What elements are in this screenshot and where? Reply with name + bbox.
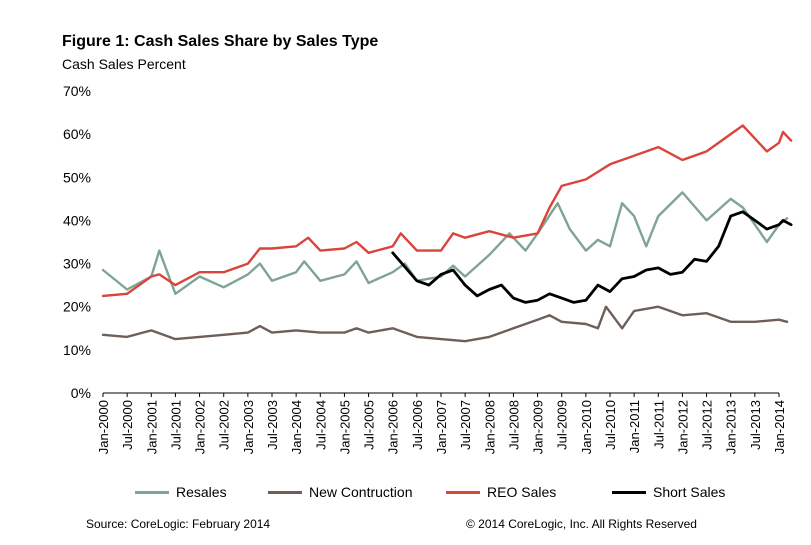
y-tick-label: 10% [63, 342, 91, 358]
legend-swatch-short-sales [612, 490, 646, 494]
x-tick-label: Jan-2012 [675, 400, 690, 454]
legend-item-new-construction: New Contruction [268, 484, 413, 500]
x-tick-label: Jul-2001 [168, 400, 183, 450]
series-line-new-contruction [101, 305, 789, 343]
x-tick-label: Jan-2003 [241, 400, 256, 454]
chart-subtitle: Cash Sales Percent [62, 56, 186, 72]
y-tick-label: 50% [63, 169, 91, 185]
legend-swatch-new-construction [268, 490, 302, 494]
y-tick-label: 30% [63, 256, 91, 272]
x-tick-label: Jan-2011 [627, 400, 642, 453]
y-tick-label: 40% [63, 212, 91, 228]
x-tick-label: Jan-2005 [337, 400, 352, 454]
x-tick-label: Jul-2003 [265, 400, 280, 450]
x-tick-label: Jan-2014 [772, 400, 787, 454]
legend-swatch-reo-sales [446, 490, 480, 494]
legend-label-short-sales: Short Sales [653, 484, 726, 500]
source-note: Source: CoreLogic: February 2014 [86, 517, 271, 531]
series-line-reo-sales [101, 124, 793, 298]
chart-title: Figure 1: Cash Sales Share by Sales Type [62, 33, 379, 50]
x-axis: Jan-2000 Jul-2000 Jan-2001 Jul-2001 Jan-2002… [96, 393, 787, 454]
x-tick-label: Jul-2002 [217, 400, 232, 450]
x-tick-label: Jan-2013 [724, 400, 739, 454]
y-tick-label: 60% [63, 126, 91, 142]
x-tick-label: Jul-2008 [506, 400, 521, 450]
x-tick-label: Jul-2011 [651, 400, 666, 449]
x-tick-label: Jul-2000 [120, 400, 135, 450]
x-tick-label: Jan-2008 [482, 400, 497, 454]
x-tick-label: Jan-2010 [579, 400, 594, 454]
legend-label-new-construction: New Contruction [309, 484, 413, 500]
x-tick-label: Jul-2009 [555, 400, 570, 450]
legend-item-reo-sales: REO Sales [446, 484, 556, 500]
y-axis: 0% 10% 20% 30% 40% 50% 60% 70% [63, 83, 91, 401]
x-tick-label: Jan-2002 [193, 400, 208, 454]
y-tick-label: 0% [71, 385, 91, 401]
x-tick-label: Jan-2001 [144, 400, 159, 454]
legend-swatch-resales [135, 490, 169, 494]
x-tick-label: Jul-2007 [458, 400, 473, 450]
x-tick-label: Jan-2007 [434, 400, 449, 454]
x-tick-label: Jul-2012 [700, 400, 715, 450]
x-tick-label: Jan-2009 [531, 400, 546, 454]
x-tick-label: Jul-2010 [603, 400, 618, 450]
copyright-note: © 2014 CoreLogic, Inc. All Rights Reserv… [466, 517, 697, 531]
x-tick-label: Jan-2000 [96, 400, 111, 454]
series-line-short-sales [391, 210, 793, 304]
x-tick-label: Jan-2006 [386, 400, 401, 454]
x-tick-label: Jul-2006 [410, 400, 425, 450]
legend-label-resales: Resales [176, 484, 227, 500]
y-tick-label: 20% [63, 299, 91, 315]
y-tick-label: 70% [63, 83, 91, 99]
x-tick-label: Jul-2013 [748, 400, 763, 450]
legend-label-reo-sales: REO Sales [487, 484, 557, 500]
legend-item-resales: Resales [135, 484, 227, 500]
x-tick-label: Jan-2004 [289, 400, 304, 454]
x-tick-label: Jul-2004 [313, 400, 328, 450]
x-tick-label: Jul-2005 [362, 400, 377, 450]
series-line-resales [101, 191, 789, 295]
legend-item-short-sales: Short Sales [612, 484, 725, 500]
series-lines [101, 124, 793, 343]
